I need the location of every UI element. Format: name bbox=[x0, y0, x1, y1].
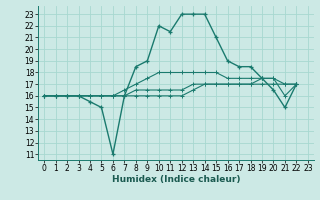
X-axis label: Humidex (Indice chaleur): Humidex (Indice chaleur) bbox=[112, 175, 240, 184]
